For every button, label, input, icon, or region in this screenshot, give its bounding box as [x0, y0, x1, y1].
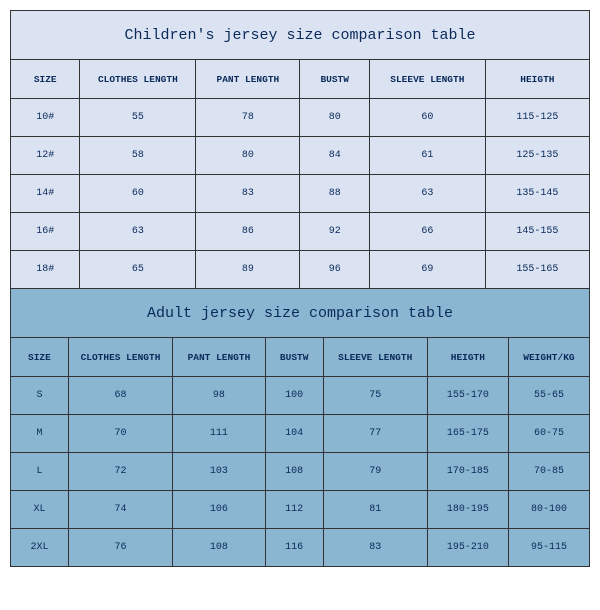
cell: 68: [68, 377, 172, 415]
children-size-table: Children's jersey size comparison table …: [10, 10, 590, 289]
cell: 55-65: [508, 377, 589, 415]
cell: 60: [80, 175, 196, 213]
cell: 135-145: [485, 175, 589, 213]
cell: 18#: [11, 251, 80, 289]
cell: 16#: [11, 213, 80, 251]
adult-size-table: Adult jersey size comparison table SIZE …: [10, 288, 590, 567]
cell: 80: [300, 99, 369, 137]
cell: 12#: [11, 137, 80, 175]
cell: 106: [173, 491, 266, 529]
table-row: 10# 55 78 80 60 115-125: [11, 99, 590, 137]
cell: 112: [265, 491, 323, 529]
children-table-title: Children's jersey size comparison table: [11, 11, 590, 60]
cell: 69: [369, 251, 485, 289]
table-row: XL 74 106 112 81 180-195 80-100: [11, 491, 590, 529]
cell: 180-195: [427, 491, 508, 529]
cell: 72: [68, 453, 172, 491]
cell: 65: [80, 251, 196, 289]
table-row: 14# 60 83 88 63 135-145: [11, 175, 590, 213]
children-col-height: HEIGTH: [485, 60, 589, 99]
cell: 55: [80, 99, 196, 137]
cell: 100: [265, 377, 323, 415]
cell: 145-155: [485, 213, 589, 251]
cell: 74: [68, 491, 172, 529]
cell: 77: [323, 415, 427, 453]
children-table-title-row: Children's jersey size comparison table: [11, 11, 590, 60]
cell: 98: [173, 377, 266, 415]
adult-col-height: HEIGTH: [427, 338, 508, 377]
children-col-pant-length: PANT LENGTH: [196, 60, 300, 99]
cell: 125-135: [485, 137, 589, 175]
adult-col-weight: WEIGHT/KG: [508, 338, 589, 377]
cell: 58: [80, 137, 196, 175]
adult-table-header-row: SIZE CLOTHES LENGTH PANT LENGTH BUSTW SL…: [11, 338, 590, 377]
cell: 165-175: [427, 415, 508, 453]
table-row: 2XL 76 108 116 83 195-210 95-115: [11, 529, 590, 567]
cell: 155-165: [485, 251, 589, 289]
cell: 88: [300, 175, 369, 213]
cell: 115-125: [485, 99, 589, 137]
cell: 96: [300, 251, 369, 289]
cell: 83: [323, 529, 427, 567]
cell: L: [11, 453, 69, 491]
cell: 155-170: [427, 377, 508, 415]
cell: 66: [369, 213, 485, 251]
cell: 70: [68, 415, 172, 453]
cell: 83: [196, 175, 300, 213]
cell: S: [11, 377, 69, 415]
adult-table-title: Adult jersey size comparison table: [11, 289, 590, 338]
table-row: M 70 111 104 77 165-175 60-75: [11, 415, 590, 453]
adult-table-title-row: Adult jersey size comparison table: [11, 289, 590, 338]
size-chart-page: Children's jersey size comparison table …: [10, 10, 590, 567]
cell: XL: [11, 491, 69, 529]
cell: 80: [196, 137, 300, 175]
cell: 108: [265, 453, 323, 491]
children-col-size: SIZE: [11, 60, 80, 99]
cell: 170-185: [427, 453, 508, 491]
adult-col-pant-length: PANT LENGTH: [173, 338, 266, 377]
cell: 104: [265, 415, 323, 453]
cell: 103: [173, 453, 266, 491]
cell: 63: [80, 213, 196, 251]
cell: M: [11, 415, 69, 453]
cell: 61: [369, 137, 485, 175]
cell: 60-75: [508, 415, 589, 453]
cell: 79: [323, 453, 427, 491]
cell: 86: [196, 213, 300, 251]
cell: 10#: [11, 99, 80, 137]
cell: 195-210: [427, 529, 508, 567]
cell: 84: [300, 137, 369, 175]
cell: 60: [369, 99, 485, 137]
table-row: L 72 103 108 79 170-185 70-85: [11, 453, 590, 491]
table-row: 12# 58 80 84 61 125-135: [11, 137, 590, 175]
cell: 76: [68, 529, 172, 567]
cell: 81: [323, 491, 427, 529]
cell: 111: [173, 415, 266, 453]
cell: 80-100: [508, 491, 589, 529]
cell: 95-115: [508, 529, 589, 567]
cell: 89: [196, 251, 300, 289]
table-row: 16# 63 86 92 66 145-155: [11, 213, 590, 251]
cell: 2XL: [11, 529, 69, 567]
cell: 14#: [11, 175, 80, 213]
table-row: S 68 98 100 75 155-170 55-65: [11, 377, 590, 415]
cell: 63: [369, 175, 485, 213]
children-col-clothes-length: CLOTHES LENGTH: [80, 60, 196, 99]
cell: 116: [265, 529, 323, 567]
children-col-bust: BUSTW: [300, 60, 369, 99]
adult-col-clothes-length: CLOTHES LENGTH: [68, 338, 172, 377]
children-col-sleeve-length: SLEEVE LENGTH: [369, 60, 485, 99]
cell: 78: [196, 99, 300, 137]
adult-col-size: SIZE: [11, 338, 69, 377]
table-row: 18# 65 89 96 69 155-165: [11, 251, 590, 289]
adult-col-sleeve-length: SLEEVE LENGTH: [323, 338, 427, 377]
adult-col-bust: BUSTW: [265, 338, 323, 377]
children-table-header-row: SIZE CLOTHES LENGTH PANT LENGTH BUSTW SL…: [11, 60, 590, 99]
cell: 92: [300, 213, 369, 251]
cell: 70-85: [508, 453, 589, 491]
cell: 108: [173, 529, 266, 567]
cell: 75: [323, 377, 427, 415]
